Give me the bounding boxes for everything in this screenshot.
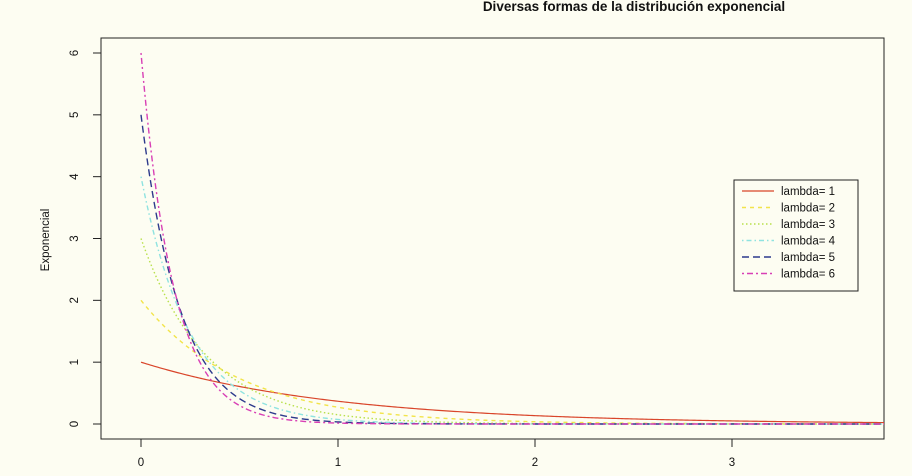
y-tick-label: 6 [69, 50, 81, 56]
legend: lambda= 1 lambda= 2 lambda= 3 lambda= 4 lamb… [733, 179, 859, 292]
chart-title: Diversas formas de la distribución expon… [483, 0, 785, 14]
y-axis-label: Exponencial [40, 209, 52, 272]
y-tick-label: 5 [69, 112, 81, 118]
legend-label: lambda= 1 [781, 186, 835, 198]
x-tick-label: 0 [138, 457, 144, 469]
axes: 0 1 2 3 4 5 6 0 1 2 3 [69, 50, 735, 469]
legend-label: lambda= 5 [781, 252, 835, 264]
legend-box [733, 179, 859, 292]
series-line-lambda-1 [140, 361, 884, 424]
legend-label: lambda= 3 [781, 219, 835, 231]
y-tick-label: 4 [69, 173, 81, 180]
x-tick-label: 1 [335, 457, 341, 469]
x-tick-label: 2 [532, 457, 538, 469]
y-tick-label: 1 [69, 359, 81, 365]
series-line-lambda-6 [140, 52, 884, 425]
legend-label: lambda= 2 [781, 203, 835, 215]
legend-label: lambda= 4 [781, 236, 836, 248]
y-tick-label: 0 [69, 421, 81, 427]
y-tick-label: 2 [69, 297, 81, 303]
plot-area [140, 52, 884, 425]
x-tick-label: 3 [729, 457, 735, 469]
y-tick-label: 3 [69, 235, 81, 241]
legend-label: lambda= 6 [781, 269, 835, 281]
